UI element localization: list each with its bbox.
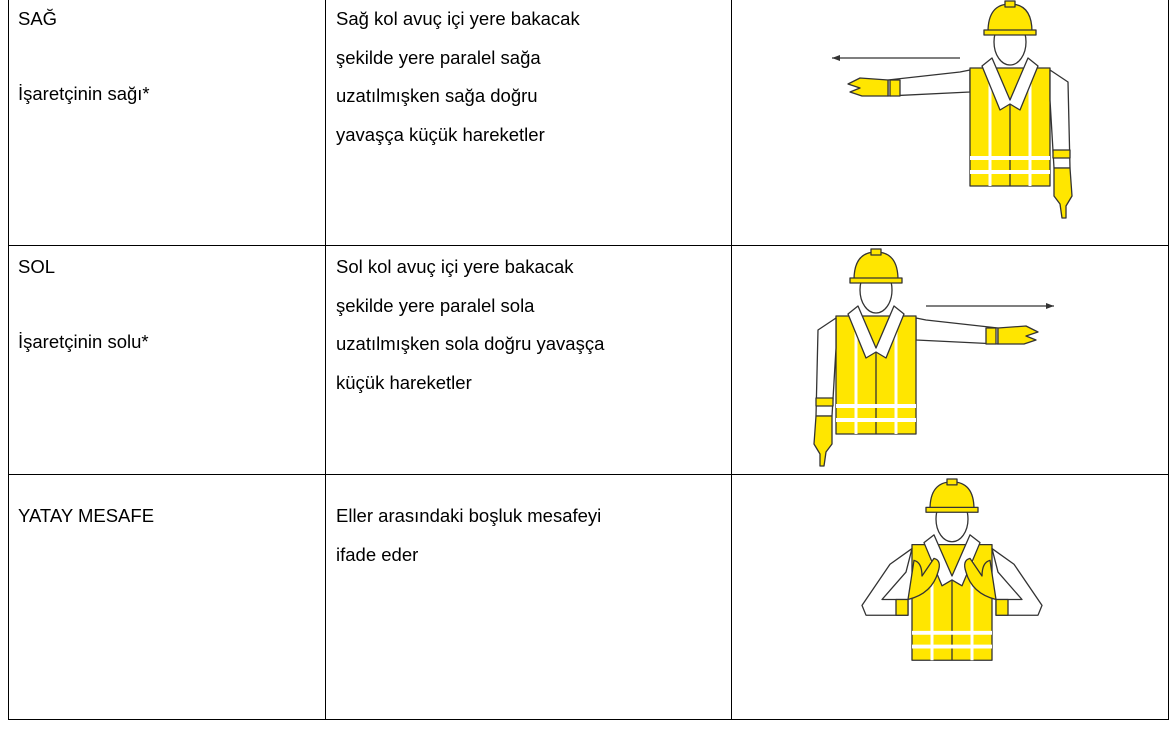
table-border <box>1168 0 1169 720</box>
table-border <box>8 719 1169 720</box>
signal-description: yavaşça küçük hareketler <box>336 123 545 145</box>
signal-figure <box>861 476 1043 663</box>
signal-description: şekilde yere paralel sağa <box>336 46 541 68</box>
signal-description: Sağ kol avuç içi yere bakacak <box>336 8 580 29</box>
signal-description: küçük hareketler <box>336 371 472 393</box>
signal-note: İşaretçinin solu* <box>18 331 149 352</box>
signal-figure <box>813 247 1054 467</box>
signal-description: Sol kol avuç içi yere bakacak <box>336 256 574 277</box>
signal-description: Eller arasındaki boşluk mesafeyi <box>336 505 602 526</box>
table-border <box>8 474 1169 475</box>
signal-description: ifade eder <box>336 543 419 565</box>
signal-description: uzatılmışken sola doğru yavaşça <box>336 333 605 354</box>
table-border <box>325 0 326 720</box>
table-border <box>8 245 1169 246</box>
signal-description: uzatılmışken sağa doğru <box>336 85 538 106</box>
signal-name: SAĞ <box>18 8 58 29</box>
table-border <box>731 0 732 720</box>
signal-note: İşaretçinin sağı* <box>18 83 150 104</box>
signal-description: şekilde yere paralel sola <box>336 294 535 316</box>
signal-figure <box>832 0 1073 219</box>
table-border <box>8 0 9 720</box>
signal-name: SOL <box>18 256 56 277</box>
signal-name: YATAY MESAFE <box>18 505 155 526</box>
